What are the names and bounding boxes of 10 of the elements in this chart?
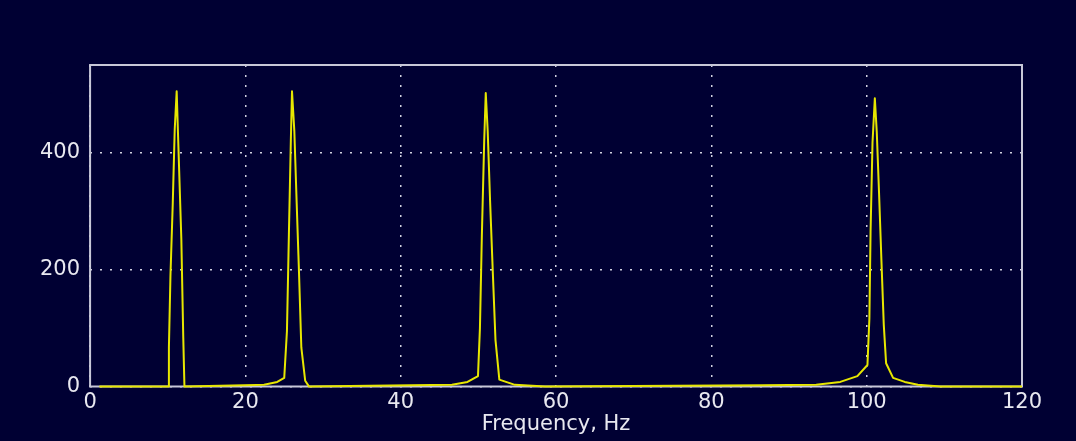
- x-tick-label: 40: [387, 388, 415, 413]
- x-tick-label: 60: [542, 388, 570, 413]
- x-axis-title: Frequency, Hz: [481, 410, 631, 435]
- x-tick-label: 100: [846, 388, 887, 413]
- y-tick-label: 200: [39, 256, 81, 281]
- x-tick-label: 20: [232, 388, 259, 413]
- x-tick-label: 80: [697, 388, 725, 413]
- x-tick-label: 0: [83, 388, 97, 413]
- y-tick-label: 400: [39, 139, 81, 164]
- x-tick-label: 120: [1001, 388, 1043, 413]
